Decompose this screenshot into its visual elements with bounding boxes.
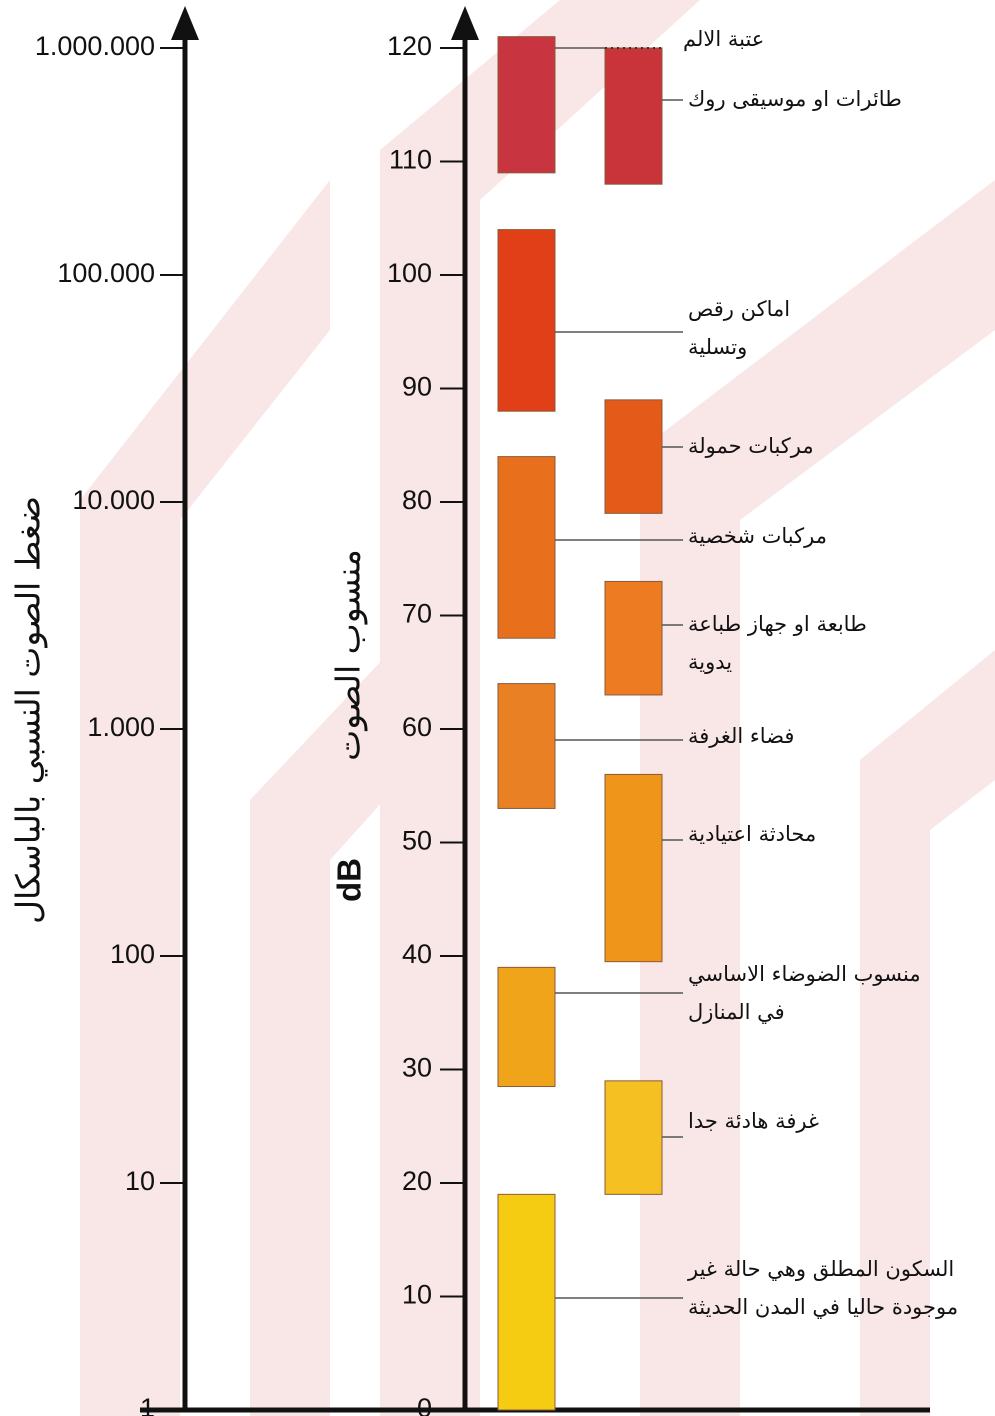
- y-tick-label: 50: [402, 826, 432, 856]
- y2-tick-label: 10.000: [72, 485, 155, 515]
- y-tick-label: 0: [417, 1393, 432, 1416]
- range-bar: [604, 47, 663, 185]
- y-tick-label: 70: [402, 599, 432, 629]
- y-arrow: [451, 6, 479, 40]
- range-bar: [497, 683, 556, 809]
- range-bar: [497, 229, 556, 412]
- bar-label: يدوية: [688, 650, 732, 674]
- y-tick-label: 100: [387, 258, 432, 288]
- bar-label: مركبات حمولة: [688, 434, 814, 458]
- bar-label: فضاء الغرفة: [688, 724, 794, 748]
- y2-tick-label: 1: [140, 1393, 155, 1416]
- y-tick-label: 110: [389, 145, 432, 175]
- range-bar: [497, 456, 556, 639]
- bar-label: السكون المطلق وهي حالة غير: [687, 1257, 954, 1281]
- y2-tick-label: 1.000: [87, 712, 155, 742]
- range-bar: [497, 36, 556, 174]
- bar-label: وتسلية: [688, 335, 747, 359]
- y-tick-label: 20: [402, 1166, 432, 1196]
- y2-tick-label: 100: [110, 939, 155, 969]
- y-tick-label: 80: [402, 485, 432, 515]
- y2-tick-label: 1.000.000: [35, 31, 155, 61]
- y-tick-label: 90: [402, 372, 432, 402]
- y-unit: dB: [331, 858, 368, 902]
- range-bar: [604, 580, 663, 696]
- y2-tick-label: 10: [125, 1166, 155, 1196]
- y-tick-label: 40: [402, 939, 432, 969]
- bar-label: محادثة اعتيادية: [688, 822, 816, 846]
- bar-label: اماكن رقص: [688, 297, 790, 321]
- range-bar: [497, 1193, 556, 1411]
- range-bar: [604, 773, 663, 963]
- y-tick-label: 120: [387, 31, 432, 61]
- bar-label: طائرات او موسيقى روك: [688, 87, 902, 111]
- y2-tick-label: 100.000: [57, 258, 155, 288]
- y-tick-label: 30: [402, 1053, 432, 1083]
- y-tick-label: 60: [402, 712, 432, 742]
- watermark: [80, 0, 995, 1416]
- threshold-label: عتبة الالم: [683, 27, 764, 52]
- bar-label: طابعة او جهاز طباعة: [688, 612, 867, 636]
- y2-arrow: [171, 6, 199, 40]
- bar-label: غرفة هادئة جدا: [688, 1109, 819, 1133]
- bar-label: موجودة حاليا في المدن الحديثة: [688, 1295, 958, 1319]
- bar-label: منسوب الضوضاء الاساسي: [688, 962, 921, 986]
- y2-title: ضغط الصوت النسبي بالباسكال: [9, 496, 48, 924]
- range-bar: [604, 399, 663, 514]
- bar-label: مركبات شخصية: [688, 524, 827, 548]
- y-title: منسوب الصوت: [329, 549, 368, 761]
- range-bar: [497, 966, 556, 1088]
- range-bar: [604, 1080, 663, 1195]
- y-tick-label: 10: [402, 1280, 432, 1310]
- bar-label: في المنازل: [688, 1000, 785, 1024]
